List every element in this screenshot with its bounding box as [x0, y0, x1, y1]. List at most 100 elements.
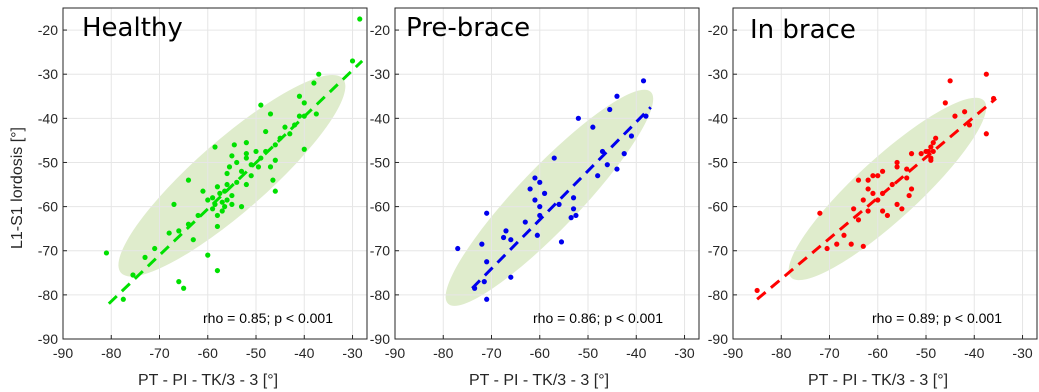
- panel-in-brace: -90 -80 -70 -60 -50 -40 -30 -90 -80 -70 -60 -50 -40 -…: [708, 7, 1038, 389]
- confidence-ellipse: [118, 74, 346, 277]
- data-point: [484, 259, 490, 265]
- data-point: [301, 146, 307, 152]
- x-axis-label: PT - PI - TK/3 - 3 [°]: [808, 372, 948, 389]
- data-point: [224, 181, 230, 188]
- data-point: [214, 267, 221, 274]
- y-tick-label: -70: [370, 243, 390, 259]
- data-point: [570, 195, 577, 201]
- data-point: [481, 279, 487, 285]
- data-point: [908, 151, 915, 157]
- data-point: [272, 188, 278, 194]
- y-axis-label: L1-S1 lordosis [°]: [9, 127, 26, 249]
- data-point: [484, 210, 490, 216]
- y-tick-label: -40: [38, 110, 58, 126]
- data-point: [500, 234, 507, 241]
- data-point: [238, 168, 245, 174]
- y-tick-label: -50: [708, 154, 728, 170]
- data-point: [258, 155, 264, 161]
- data-point: [537, 204, 543, 210]
- data-point: [313, 111, 319, 117]
- data-point: [590, 124, 596, 130]
- data-point: [570, 206, 577, 212]
- y-tick-label: -60: [708, 199, 728, 215]
- data-point: [272, 142, 278, 148]
- y-tick-label: -30: [708, 66, 728, 82]
- data-point: [222, 188, 228, 194]
- data-point: [301, 113, 307, 119]
- data-point: [966, 122, 973, 128]
- x-tick-label: -40: [964, 345, 984, 361]
- data-point: [219, 199, 225, 205]
- data-point: [855, 217, 862, 223]
- panel-healthy: -90 -80 -70 -60 -50 -40 -30 -90 -80 -70 -60 -50 -40 -…: [38, 7, 368, 389]
- data-point: [185, 221, 192, 227]
- data-point: [231, 142, 237, 148]
- data-point: [983, 71, 989, 77]
- x-tick-label: -80: [433, 345, 453, 361]
- data-point: [947, 78, 953, 84]
- x-tick-label: -60: [530, 345, 550, 361]
- data-point: [287, 131, 293, 137]
- data-point: [875, 173, 881, 179]
- x-tick-label: -30: [342, 345, 362, 361]
- data-point: [176, 279, 182, 285]
- data-point: [258, 102, 264, 108]
- data-point: [200, 188, 206, 194]
- y-tick-label: -20: [708, 22, 728, 38]
- data-point: [243, 151, 249, 157]
- y-tick-label: -90: [370, 331, 390, 347]
- data-point: [217, 190, 223, 196]
- data-point: [614, 93, 620, 99]
- data-point: [263, 148, 269, 155]
- x-tick-label: -70: [481, 345, 501, 361]
- data-point: [142, 254, 148, 260]
- data-point: [628, 133, 635, 139]
- y-tick-label: -70: [708, 243, 728, 259]
- data-point: [357, 16, 363, 22]
- data-point: [923, 148, 929, 155]
- panel-title: Healthy: [82, 13, 183, 43]
- data-point: [928, 157, 934, 163]
- data-point: [908, 186, 915, 192]
- data-point: [599, 148, 606, 155]
- x-tick-label: -30: [674, 345, 694, 361]
- data-point: [263, 128, 269, 135]
- stats-annotation: rho = 0.85; p < 0.001: [203, 310, 333, 326]
- y-tick-label: -40: [708, 110, 728, 126]
- data-point: [205, 197, 211, 203]
- data-point: [205, 252, 211, 258]
- data-point: [267, 111, 274, 117]
- data-point: [865, 177, 871, 183]
- data-point: [879, 168, 886, 174]
- data-point: [224, 170, 230, 177]
- data-point: [224, 197, 230, 203]
- data-point: [152, 245, 158, 252]
- x-axis-label: PT - PI - TK/3 - 3 [°]: [469, 372, 609, 389]
- x-tick-label: -80: [101, 345, 121, 361]
- y-tick-label: -60: [38, 199, 58, 215]
- data-point: [942, 100, 948, 106]
- data-point: [455, 245, 461, 252]
- data-point: [209, 195, 216, 201]
- data-point: [296, 93, 303, 99]
- panel-title: Pre-brace: [406, 13, 530, 43]
- data-point: [272, 157, 278, 163]
- data-point: [595, 173, 601, 179]
- x-tick-label: -50: [246, 345, 266, 361]
- data-point: [952, 113, 958, 119]
- regression-line: [107, 59, 364, 305]
- regression-line: [756, 97, 997, 301]
- data-point: [614, 166, 620, 172]
- data-point: [243, 140, 249, 146]
- data-point: [214, 184, 221, 190]
- data-point: [171, 201, 177, 207]
- data-point: [130, 272, 136, 278]
- x-tick-label: -70: [819, 345, 839, 361]
- data-point: [643, 113, 649, 119]
- axes-box: [732, 7, 1038, 340]
- data-point: [834, 241, 840, 247]
- y-tick-label: -50: [370, 154, 390, 170]
- data-point: [568, 215, 574, 221]
- axes-box: [394, 7, 700, 340]
- data-point: [212, 144, 218, 150]
